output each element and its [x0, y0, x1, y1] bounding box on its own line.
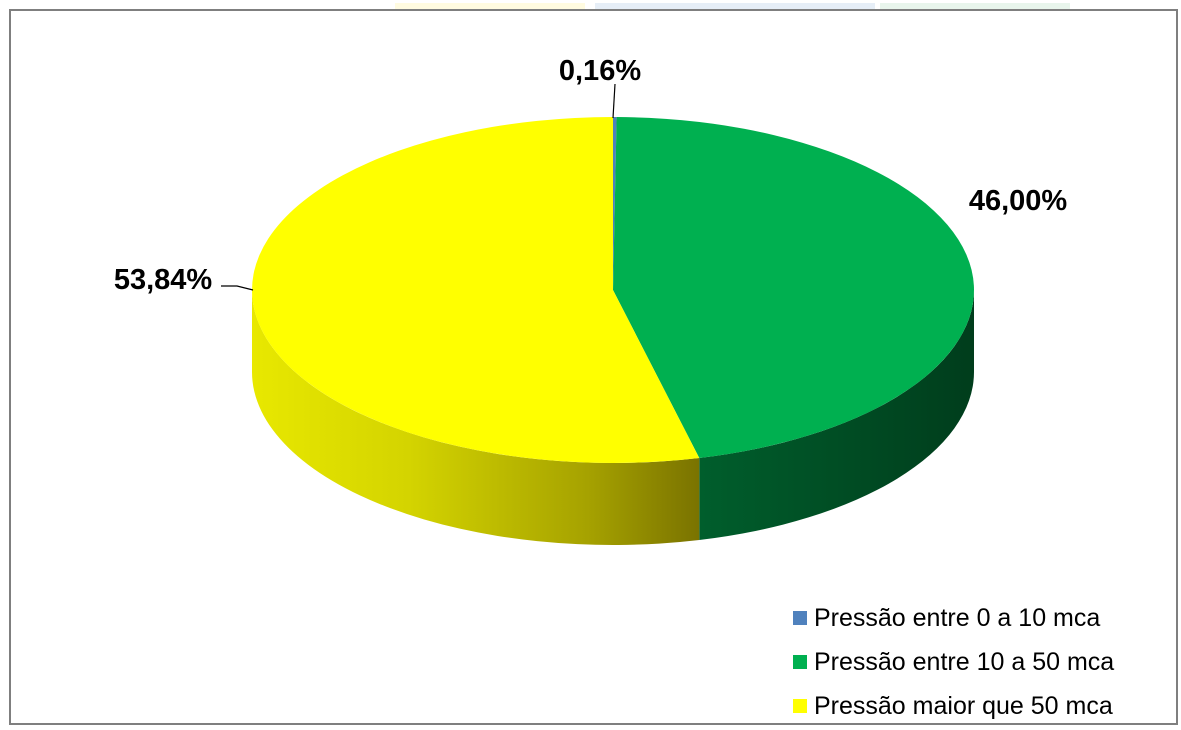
pie-top-faces [252, 117, 975, 463]
data-label-10-50: 46,00% [969, 185, 1068, 217]
top-color-strip [0, 0, 1181, 13]
pie-side-walls [252, 290, 974, 546]
legend-label-10-50: Pressão entre 10 a 50 mca [814, 647, 1115, 676]
legend-swatch-over-50 [793, 699, 807, 713]
legend-swatch-0-10 [793, 611, 807, 625]
pie-slice-over-50 [252, 117, 700, 463]
legend-label-over-50: Pressão maior que 50 mca [814, 691, 1113, 720]
pie-slice-0-10 [613, 117, 617, 290]
legend-label-0-10: Pressão entre 0 a 10 mca [814, 603, 1101, 632]
data-label-over-50: 53,84% [114, 264, 213, 296]
top-color-strip-graphic [0, 3, 1181, 13]
legend: Pressão entre 0 a 10 mca Pressão entre 1… [793, 596, 1114, 728]
leader-line-0-10 [612, 83, 616, 119]
pie-side-10-50 [699, 290, 974, 540]
legend-swatch-10-50 [793, 655, 807, 669]
leader-line-over-50 [221, 285, 254, 291]
legend-item-10-50: Pressão entre 10 a 50 mca [793, 640, 1114, 684]
pie-side-over-50 [252, 290, 700, 546]
pie-data-labels: 0,16% 46,00% 53,84% [114, 55, 1068, 296]
legend-item-over-50: Pressão maior que 50 mca [793, 684, 1114, 728]
legend-item-0-10: Pressão entre 0 a 10 mca [793, 596, 1114, 640]
pie-slice-10-50 [613, 117, 975, 458]
data-label-0-10: 0,16% [559, 55, 641, 87]
